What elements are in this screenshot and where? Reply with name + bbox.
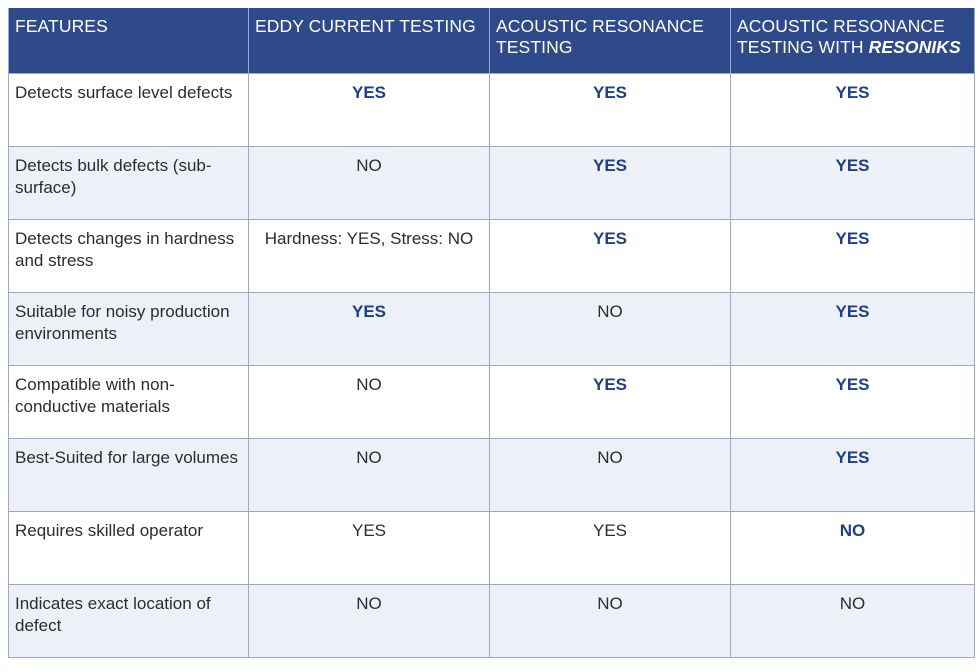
eddy-current-cell: YES — [248, 510, 490, 585]
header-features: FEATURES — [8, 8, 249, 74]
comparison-table: FEATURES EDDY CURRENT TESTING ACOUSTIC R… — [8, 8, 975, 658]
resoniks-cell: YES — [730, 437, 975, 512]
eddy-current-cell: YES — [248, 72, 490, 147]
acoustic-resonance-cell: YES — [489, 218, 731, 293]
resoniks-cell: NO — [730, 583, 975, 658]
resoniks-cell: YES — [730, 364, 975, 439]
eddy-current-cell: NO — [248, 145, 490, 220]
header-resoniks: ACOUSTIC RESONANCE TESTING WITH RESONIKS — [730, 8, 975, 74]
resoniks-cell: NO — [730, 510, 975, 585]
table-row: Detects bulk defects (sub-surface) NO YES Y… — [8, 145, 975, 220]
header-resoniks-line1: ACOUSTIC RESONANCE — [737, 16, 945, 36]
eddy-current-cell: Hardness: YES, Stress: NO — [248, 218, 490, 293]
resoniks-cell: YES — [730, 145, 975, 220]
header-features-label: FEATURES — [15, 16, 108, 36]
resoniks-brand-name: RESONIKS — [868, 37, 961, 57]
acoustic-resonance-cell: NO — [489, 437, 731, 512]
table-row: Requires skilled operator YES YES NO — [8, 510, 975, 585]
header-acoustic-resonance: ACOUSTIC RESONANCE TESTING — [489, 8, 731, 74]
acoustic-resonance-cell: YES — [489, 145, 731, 220]
header-eddy-label: EDDY CURRENT TESTING — [255, 16, 476, 36]
header-acoustic-line2: TESTING — [496, 37, 573, 57]
acoustic-resonance-cell: NO — [489, 583, 731, 658]
resoniks-cell: YES — [730, 72, 975, 147]
acoustic-resonance-cell: YES — [489, 510, 731, 585]
table-row: Detects surface level defects YES YES YES — [8, 72, 975, 147]
acoustic-resonance-cell: YES — [489, 364, 731, 439]
feature-cell: Suitable for noisy production environmen… — [8, 291, 249, 366]
table-row: Compatible with non-conductive materials… — [8, 364, 975, 439]
feature-cell: Detects surface level defects — [8, 72, 249, 147]
header-row: FEATURES EDDY CURRENT TESTING ACOUSTIC R… — [8, 8, 975, 74]
feature-cell: Requires skilled operator — [8, 510, 249, 585]
eddy-current-cell: NO — [248, 364, 490, 439]
feature-cell: Compatible with non-conductive materials — [8, 364, 249, 439]
table-row: Indicates exact location of defect NO NO NO — [8, 583, 975, 658]
acoustic-resonance-cell: YES — [489, 72, 731, 147]
eddy-current-cell: NO — [248, 437, 490, 512]
acoustic-resonance-cell: NO — [489, 291, 731, 366]
table-body: Detects surface level defects YES YES YES De… — [8, 72, 975, 658]
feature-cell: Detects bulk defects (sub-surface) — [8, 145, 249, 220]
header-resoniks-line2: TESTING WITH — [737, 37, 869, 57]
feature-cell: Best-Suited for large volumes — [8, 437, 249, 512]
comparison-table-container: FEATURES EDDY CURRENT TESTING ACOUSTIC R… — [8, 8, 975, 658]
table-row: Best-Suited for large volumes NO NO YES — [8, 437, 975, 512]
resoniks-cell: YES — [730, 291, 975, 366]
eddy-current-cell: NO — [248, 583, 490, 658]
eddy-current-cell: YES — [248, 291, 490, 366]
table-row: Detects changes in hardness and stress Ha… — [8, 218, 975, 293]
feature-cell: Indicates exact location of defect — [8, 583, 249, 658]
table-row: Suitable for noisy production environmen… — [8, 291, 975, 366]
header-acoustic-line1: ACOUSTIC RESONANCE — [496, 16, 704, 36]
resoniks-cell: YES — [730, 218, 975, 293]
header-eddy-current: EDDY CURRENT TESTING — [248, 8, 490, 74]
feature-cell: Detects changes in hardness and stress — [8, 218, 249, 293]
